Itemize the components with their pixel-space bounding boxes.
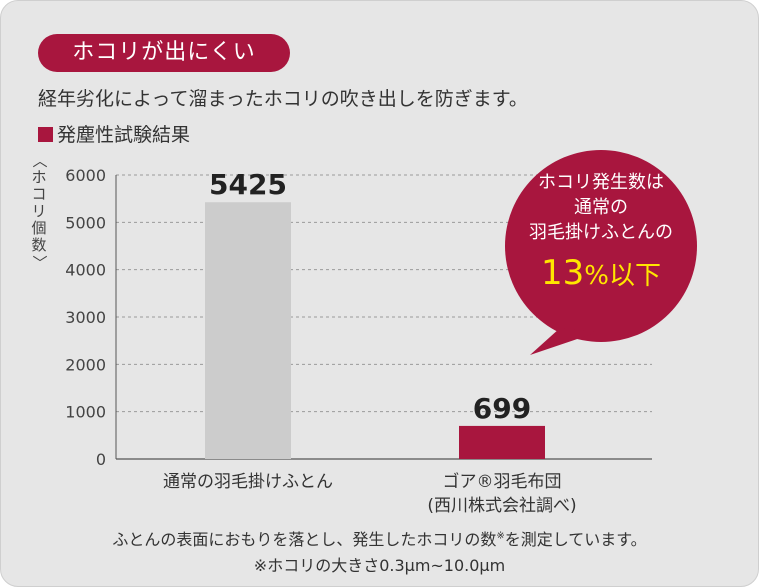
footnote-line-1: ふとんの表面におもりを落とし、発生したホコリの数※を測定しています。 — [0, 526, 759, 550]
callout-line-1: ホコリ発生数は — [538, 172, 664, 193]
footnote-line-2: ※ホコリの大きさ0.3μm~10.0μm — [253, 556, 506, 575]
callout-line-2: 通常の — [574, 197, 628, 218]
data-label-2: 699 — [473, 392, 531, 425]
y-tick-labels: 0 1000 2000 3000 4000 5000 6000 — [65, 166, 106, 469]
description-text: 経年劣化によって溜まったホコリの吹き出しを防ぎます。 — [38, 88, 528, 110]
y-tick-label: 4000 — [65, 261, 106, 280]
section-title: 発塵性試験結果 — [57, 124, 191, 146]
y-tick-label: 6000 — [65, 166, 106, 185]
callout-line-3: 羽毛掛けふとんの — [529, 222, 673, 243]
y-axis-label-text: 〈ホコリ個数〉 — [30, 152, 49, 270]
callout-percent-value: 13 — [541, 253, 585, 293]
y-axis-label: 〈ホコリ個数〉 — [28, 152, 50, 271]
footnote-mark: ※ — [496, 530, 505, 542]
data-label-1: 5425 — [209, 168, 287, 201]
callout-bubble — [505, 150, 697, 355]
y-tick-label: 5000 — [65, 213, 106, 232]
y-tick-label: 0 — [96, 450, 106, 469]
y-tick-label: 3000 — [65, 308, 106, 327]
bar-1 — [205, 202, 291, 459]
x-category-label-2-sub: (西川株式会社調べ) — [427, 496, 576, 516]
footnote-line-1-end: を測定しています。 — [504, 530, 647, 549]
y-tick-label: 2000 — [65, 355, 106, 374]
x-category-labels: 通常の羽毛掛けふとん ゴア®羽毛布団 (西川株式会社調べ) — [163, 471, 577, 516]
footnote-line-1-text: ふとんの表面におもりを落とし、発生したホコリの数 — [112, 530, 497, 549]
bars — [205, 202, 545, 459]
section-heading: 発塵性試験結果 — [38, 120, 190, 147]
feature-badge: ホコリが出にくい — [38, 34, 290, 72]
callout-percent: 13%以下 — [504, 253, 698, 296]
x-category-label-2: ゴア®羽毛布団 — [443, 471, 562, 492]
x-category-label-1: 通常の羽毛掛けふとん — [163, 472, 333, 492]
callout-text: ホコリ発生数は 通常の 羽毛掛けふとんの 13%以下 — [504, 170, 698, 296]
callout-percent-unit: %以下 — [584, 261, 661, 291]
data-labels: 5425 699 — [209, 168, 531, 425]
bar-2 — [459, 425, 545, 459]
y-tick-label: 1000 — [65, 403, 106, 422]
square-bullet-icon — [38, 127, 53, 142]
